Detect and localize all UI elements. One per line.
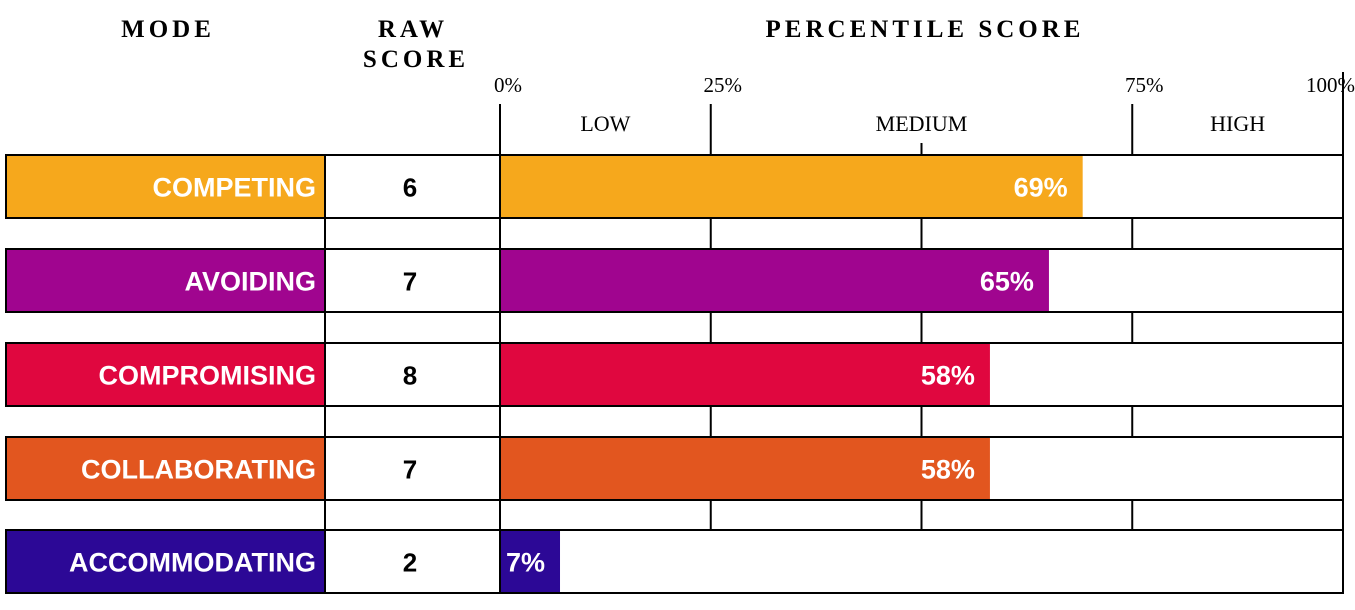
raw-score-compromising: 8 (403, 361, 417, 391)
band-label-high: HIGH (1210, 111, 1265, 136)
raw-score-header-line1: RAW (378, 16, 448, 43)
bar-label-avoiding: 65% (980, 267, 1034, 297)
mode-header: MODE (121, 16, 215, 43)
mode-cell-accommodating (5, 529, 326, 594)
mode-cell-compromising (5, 342, 326, 407)
row-collaborating: COLLABORATING 7 58% (5, 436, 1344, 501)
row-compromising: COMPROMISING 8 58% (5, 342, 1344, 407)
raw-score-header-line2: SCORE (363, 46, 469, 73)
bar-label-accommodating: 7% (506, 548, 545, 578)
raw-cell-competing (324, 154, 501, 219)
raw-score-competing: 6 (403, 173, 417, 203)
mode-cell-collaborating (5, 436, 326, 501)
row-competing: COMPETING 6 69% (5, 154, 1344, 219)
band-label-low: LOW (580, 111, 630, 136)
mode-cell-avoiding (5, 248, 326, 313)
tick-label-3: 100% (1306, 73, 1355, 97)
rows-layer: COMPETING 6 69% AVOIDING 7 65% COMPROMISING 8 58… (5, 154, 1344, 594)
bar-track-accommodating (499, 529, 1344, 594)
band-label-medium: MEDIUM (876, 111, 968, 136)
mode-cell-competing (5, 154, 326, 219)
tick-label-2: 75% (1125, 73, 1164, 97)
bar-competing (501, 156, 1083, 217)
bar-label-compromising: 58% (921, 361, 975, 391)
bar-avoiding (501, 250, 1049, 311)
raw-score-avoiding: 7 (403, 267, 417, 297)
mode-label-accommodating: ACCOMMODATING (69, 548, 316, 578)
tick-label-1: 25% (704, 73, 743, 97)
percentile-score-header: PERCENTILE SCORE (766, 16, 1085, 43)
bar-label-competing: 69% (1014, 173, 1068, 203)
bar-collaborating (501, 438, 990, 499)
mode-label-compromising: COMPROMISING (98, 361, 316, 391)
row-accommodating: ACCOMMODATING 2 7% (5, 529, 1344, 594)
raw-cell-collaborating (324, 436, 501, 501)
mode-label-collaborating: COLLABORATING (81, 455, 316, 485)
tick-label-0: 0% (494, 73, 522, 97)
grid-layer: 0% 25% 75% 100% LOW MEDIUM HIGH (324, 72, 1355, 530)
raw-score-accommodating: 2 (403, 548, 417, 578)
bar-accommodating (501, 531, 561, 592)
raw-cell-avoiding (324, 248, 501, 313)
mode-label-competing: COMPETING (152, 173, 316, 203)
bar-compromising (501, 344, 990, 405)
row-avoiding: AVOIDING 7 65% (5, 248, 1344, 313)
raw-cell-compromising (324, 342, 501, 407)
bar-label-collaborating: 58% (921, 455, 975, 485)
mode-label-avoiding: AVOIDING (184, 267, 316, 297)
raw-cell-accommodating (324, 529, 501, 594)
raw-score-collaborating: 7 (403, 455, 417, 485)
